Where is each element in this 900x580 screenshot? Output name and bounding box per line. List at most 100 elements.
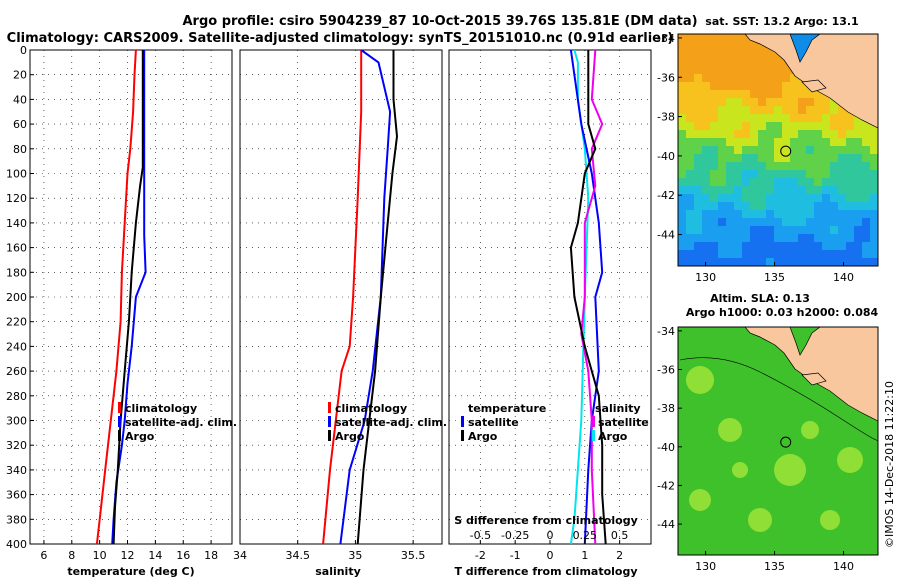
- sst-cell: [790, 210, 798, 218]
- ytick-label: 40: [13, 93, 27, 106]
- sst-cell: [734, 210, 742, 218]
- sst-cell: [678, 162, 686, 170]
- sst-cell: [686, 34, 694, 42]
- sst-cell: [758, 74, 766, 82]
- sst-cell: [758, 106, 766, 114]
- sst-cell: [694, 122, 702, 130]
- sst-cell: [822, 122, 830, 130]
- sst-cell: [806, 98, 814, 106]
- map-ytick-label: -42: [657, 479, 675, 492]
- sst-cell: [678, 42, 686, 50]
- sst-cell: [766, 106, 774, 114]
- sst-cell: [702, 186, 710, 194]
- sst-cell: [710, 250, 718, 258]
- sst-cell: [798, 154, 806, 162]
- sst-cell: [742, 130, 750, 138]
- sst-cell: [702, 242, 710, 250]
- sst-cell: [678, 234, 686, 242]
- sst-cell: [774, 226, 782, 234]
- sst-cell: [742, 34, 750, 42]
- sst-cell: [678, 58, 686, 66]
- sst-cell: [710, 186, 718, 194]
- sst-cell: [830, 162, 838, 170]
- sst-cell: [766, 178, 774, 186]
- sla-field: [686, 366, 869, 532]
- sst-cell: [694, 170, 702, 178]
- sst-cell: [790, 202, 798, 210]
- sst-cell: [758, 178, 766, 186]
- sst-cell: [750, 210, 758, 218]
- xtick-label: 12: [121, 549, 135, 562]
- sst-cell: [726, 178, 734, 186]
- sal-diff-tick-label: -0.5: [470, 529, 491, 542]
- sst-cell: [694, 58, 702, 66]
- legend-salinity: salinity: [595, 402, 641, 415]
- sst-cell: [710, 74, 718, 82]
- sst-cell: [846, 114, 854, 122]
- sst-cell: [758, 42, 766, 50]
- sst-cell: [862, 250, 870, 258]
- sst-cell: [870, 226, 878, 234]
- salinity-lines: [322, 50, 398, 544]
- ytick-label: 160: [6, 242, 27, 255]
- sst-cell: [806, 146, 814, 154]
- sla-blob: [774, 454, 806, 486]
- sst-cell: [798, 114, 806, 122]
- sst-cell: [782, 242, 790, 250]
- sst-cell: [710, 98, 718, 106]
- sst-cell: [678, 170, 686, 178]
- sst-cell: [702, 250, 710, 258]
- sst-cell: [782, 154, 790, 162]
- sst-cell: [782, 202, 790, 210]
- sst-cell: [758, 154, 766, 162]
- sst-cell: [798, 162, 806, 170]
- sst-cell: [710, 258, 718, 266]
- sst-cell: [814, 258, 822, 266]
- sst-cell: [750, 170, 758, 178]
- sst-cell: [734, 34, 742, 42]
- sst-cell: [702, 146, 710, 154]
- sst-cell: [750, 178, 758, 186]
- sst-cell: [822, 226, 830, 234]
- sst-cell: [830, 242, 838, 250]
- sst-cell: [830, 170, 838, 178]
- sst-cell: [694, 50, 702, 58]
- sst-cell: [726, 146, 734, 154]
- xtick-label: 1: [581, 549, 588, 562]
- sst-cell: [870, 130, 878, 138]
- sst-cell: [702, 218, 710, 226]
- legend-temp-argo: Argo: [468, 430, 498, 443]
- sst-cell: [710, 90, 718, 98]
- sst-cell: [678, 66, 686, 74]
- sst-cell: [790, 122, 798, 130]
- sst-cell: [758, 202, 766, 210]
- sst-cell: [870, 258, 878, 266]
- sst-cell: [806, 178, 814, 186]
- sst-cell: [702, 74, 710, 82]
- sst-cell: [710, 34, 718, 42]
- legend-marker-satellite: [118, 416, 121, 427]
- sst-cell: [790, 258, 798, 266]
- sst-cell: [726, 154, 734, 162]
- sst-cell: [758, 98, 766, 106]
- sst-cell: [766, 90, 774, 98]
- sst-cell: [734, 250, 742, 258]
- sla-map-subtitle: Argo h1000: 0.03 h2000: 0.084: [686, 306, 879, 319]
- difference-xlabel: T difference from climatology: [454, 565, 637, 578]
- legend-temp-satellite: satellite: [468, 416, 519, 429]
- sst-cell: [806, 218, 814, 226]
- sst-cell: [718, 34, 726, 42]
- sst-cell: [838, 210, 846, 218]
- sst-cell: [790, 154, 798, 162]
- sst-cell: [726, 122, 734, 130]
- sst-cell: [686, 178, 694, 186]
- sst-cell: [790, 90, 798, 98]
- sst-cell: [846, 178, 854, 186]
- sst-cell: [846, 146, 854, 154]
- sst-cell: [718, 234, 726, 242]
- sst-cell: [710, 162, 718, 170]
- sst-cell: [798, 258, 806, 266]
- sst-cell: [694, 194, 702, 202]
- sst-cell: [726, 186, 734, 194]
- sst-cell: [814, 218, 822, 226]
